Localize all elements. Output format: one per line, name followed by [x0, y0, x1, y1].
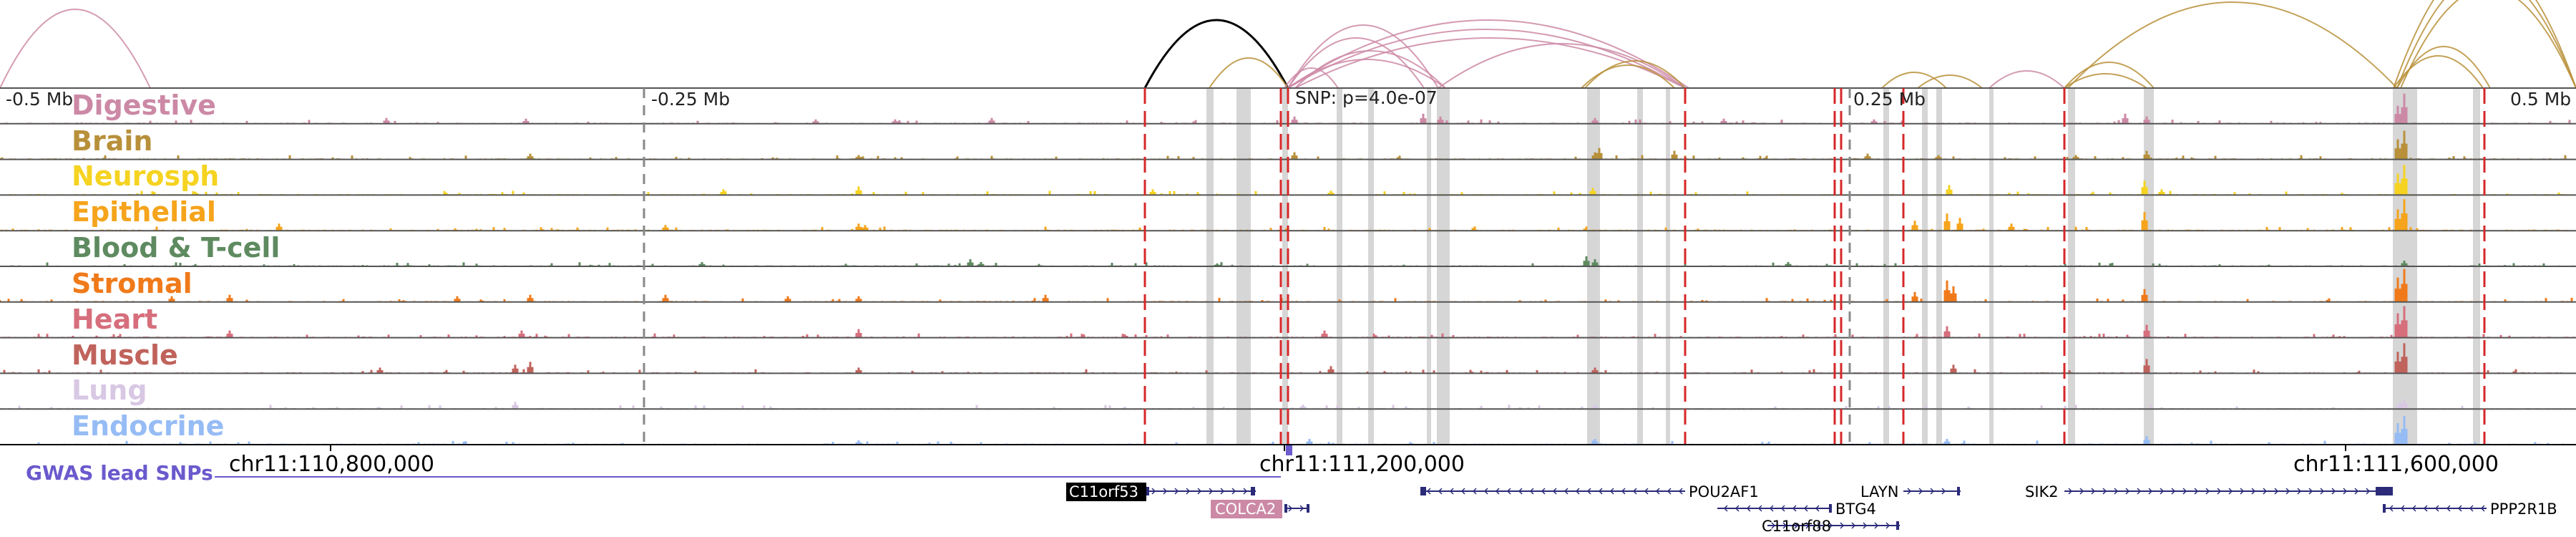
loop-arc [2067, 1, 2398, 89]
gene-pou2af1-strand-arrows [1426, 488, 1683, 495]
loop-arc [0, 9, 151, 89]
loop-arcs [0, 0, 2576, 89]
gene-btg4-strand-arrows [1723, 505, 1820, 512]
gene-label-colca2: COLCA2 [1215, 500, 1276, 518]
loop-arc [1143, 19, 1289, 89]
gene-ppp2r1b-exon [2383, 504, 2386, 513]
scale-tick-label: 0.5 Mb [2510, 89, 2571, 110]
loop-arc [2396, 0, 2576, 89]
coordinate-label: chr11:111,600,000 [2293, 452, 2499, 477]
gene-c11orf53-exon [1146, 487, 1149, 495]
gene-colca2-exon [1284, 504, 1287, 513]
scale-tick-label: -0.5 Mb [6, 89, 73, 110]
loop-arc [1209, 57, 1289, 89]
gene-label-box-colca2 [1211, 500, 1282, 518]
loop-arc [1989, 70, 2065, 89]
gene-annotation-track [1146, 487, 2487, 530]
loop-arc [2393, 0, 2576, 89]
loop-arc [2064, 62, 2155, 89]
track-label-neurosph: Neurosph [72, 160, 219, 192]
loop-arc [1287, 19, 1689, 89]
gene-label-c11orf88: C11orf88 [1762, 518, 1831, 535]
track-label-epithelial: Epithelial [72, 196, 216, 228]
gene-colca2-strand-arrows [1288, 505, 1304, 512]
gene-c11orf88-exon [1896, 521, 1899, 530]
loop-arc [1287, 37, 1425, 89]
track-label-stromal: Stromal [72, 268, 192, 299]
loop-arc [1581, 64, 1675, 89]
track-label-brain: Brain [72, 125, 152, 157]
gene-pou2af1-exon [1420, 487, 1426, 495]
gene-c11orf88-strand-arrows [1771, 522, 1890, 529]
coordinate-label: chr11:111,200,000 [1259, 452, 1465, 477]
loop-arc [1287, 24, 1439, 89]
loop-arc [1284, 67, 1339, 89]
gene-label-c11orf53: C11orf53 [1069, 483, 1138, 500]
gene-c11orf53-exon [1251, 487, 1255, 495]
gene-sik2-exon [2376, 487, 2393, 495]
scale-tick-label: 0.25 Mb [1853, 89, 1926, 110]
track-label-blood-t-cell: Blood & T-cell [72, 232, 280, 263]
gene-label-layn: LAYN [1860, 483, 1898, 500]
gene-ppp2r1b-strand-arrows [2389, 505, 2485, 512]
snp-pvalue-label: SNP: p=4.0e-07 [1295, 87, 1438, 108]
track-label-digestive: Digestive [72, 90, 216, 121]
gene-btg4-exon [1829, 504, 1832, 513]
loop-arc [2400, 0, 2576, 89]
scale-tick-label: -0.25 Mb [651, 89, 730, 110]
gene-label-sik2: SIK2 [2025, 483, 2059, 500]
gene-c11orf53-strand-arrows [1151, 488, 1248, 495]
track-label-endocrine: Endocrine [72, 410, 224, 442]
loop-arc [1287, 29, 1686, 89]
gwas-lead-snp-marker [1286, 445, 1292, 455]
coordinate-label: chr11:110,800,000 [229, 452, 434, 477]
gene-sik2-strand-arrows [2068, 488, 2371, 495]
gene-label-pou2af1: POU2AF1 [1689, 483, 1759, 500]
track-label-heart: Heart [72, 304, 157, 335]
scale-ticks [643, 88, 1851, 445]
track-label-lung: Lung [72, 374, 147, 406]
loop-arc [1881, 72, 1947, 89]
gene-label-box-c11orf53 [1066, 483, 1146, 501]
gene-colca2-exon [1307, 504, 1309, 513]
loop-arc [1917, 74, 1983, 89]
snp-dashed-lines [1143, 88, 2486, 445]
loop-arc [2393, 55, 2484, 89]
gene-label-ppp2r1b: PPP2R1B [2490, 500, 2557, 518]
loop-arc [1294, 37, 1686, 89]
loop-arc [1438, 43, 1686, 89]
loop-arc [1584, 60, 1686, 89]
gene-layn-exon [1957, 487, 1960, 495]
track-label-muscle: Muscle [72, 339, 178, 371]
gene-layn-strand-arrows [1907, 488, 1946, 495]
gwas-track-label: GWAS lead SNPs [26, 461, 213, 485]
gene-label-btg4: BTG4 [1835, 500, 1876, 518]
